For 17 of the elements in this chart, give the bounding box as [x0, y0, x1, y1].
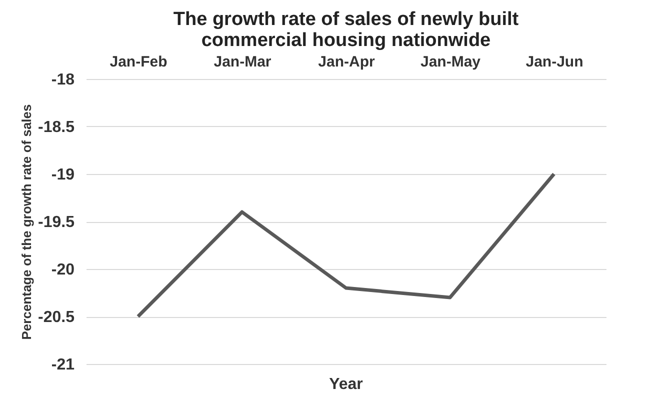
x-tick-label: Jan-Apr — [318, 54, 375, 70]
y-axis-title: Percentage of the growth rate of sales — [19, 104, 34, 340]
line-series — [136, 172, 556, 318]
text: commercial housing nationwide — [201, 30, 491, 51]
x-axis-title: Year — [329, 376, 363, 393]
y-tick-label: -19.5 — [38, 214, 75, 231]
x-tick-label: Jan-Jun — [526, 54, 584, 70]
y-tick-label: -20 — [51, 262, 75, 278]
x-tick-label: Jan-Feb — [110, 54, 168, 70]
y-tick-label: -18.5 — [38, 119, 75, 136]
y-tick-label: -20.5 — [38, 309, 75, 326]
x-tick-label: Jan-May — [420, 54, 482, 70]
y-tick-label: -21 — [51, 356, 75, 374]
text: The growth rate of sales of newly built — [173, 9, 519, 30]
x-tick-label: Jan-Mar — [214, 54, 272, 70]
y-tick-label: -18 — [51, 72, 75, 88]
y-tick-label: -19 — [51, 166, 75, 184]
